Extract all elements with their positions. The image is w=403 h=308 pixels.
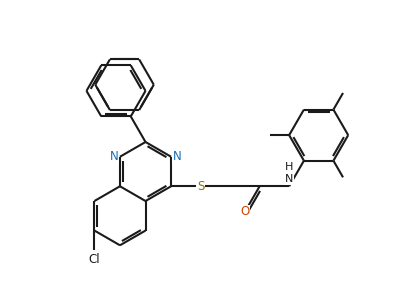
Text: O: O xyxy=(240,205,249,218)
Text: N: N xyxy=(110,150,118,163)
Text: S: S xyxy=(197,180,204,193)
Text: Cl: Cl xyxy=(89,253,100,266)
Text: N: N xyxy=(172,150,181,163)
Text: H
N: H N xyxy=(285,162,293,184)
